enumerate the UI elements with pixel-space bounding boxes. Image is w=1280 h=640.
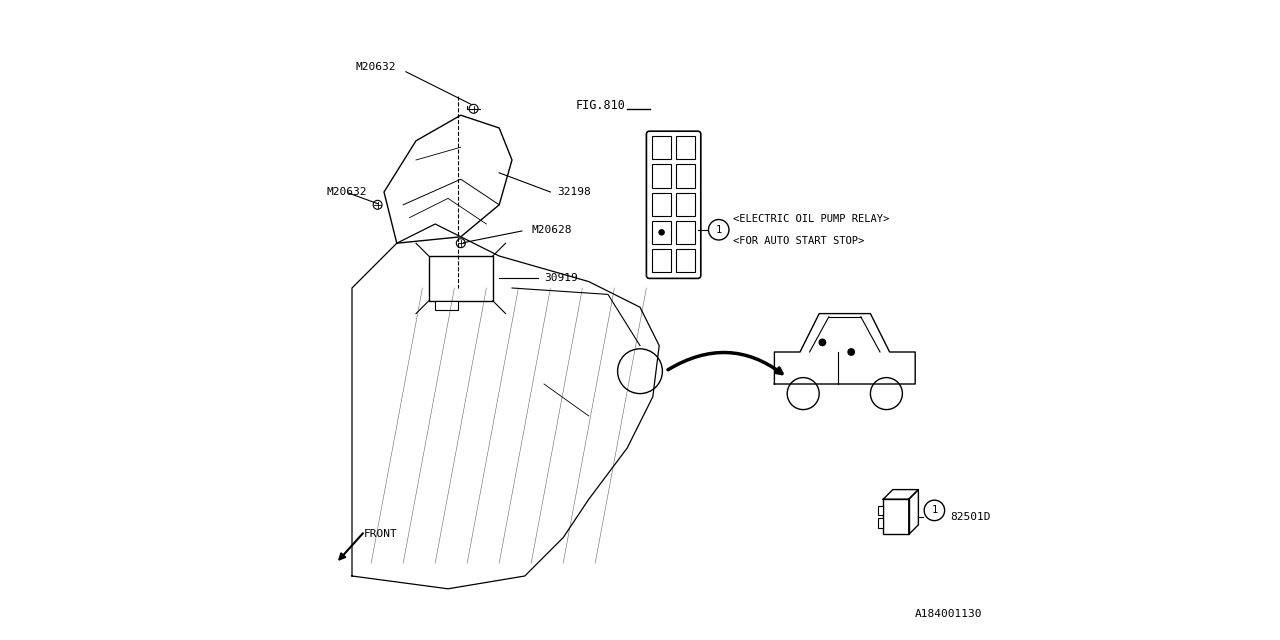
- Text: FRONT: FRONT: [364, 529, 397, 540]
- Text: <FOR AUTO START STOP>: <FOR AUTO START STOP>: [732, 236, 864, 246]
- Bar: [676, 221, 695, 244]
- Bar: [878, 506, 883, 515]
- Circle shape: [659, 230, 664, 235]
- Text: 1: 1: [716, 225, 722, 235]
- Text: M20632: M20632: [326, 187, 367, 197]
- Bar: [676, 193, 695, 216]
- Circle shape: [847, 349, 855, 355]
- Bar: [676, 136, 695, 159]
- Text: M20628: M20628: [531, 225, 572, 236]
- Bar: [883, 499, 909, 534]
- Text: A184001130: A184001130: [915, 609, 983, 620]
- Text: FIG.810: FIG.810: [576, 99, 626, 112]
- Bar: [653, 164, 671, 188]
- Bar: [653, 221, 671, 244]
- Text: 82501D: 82501D: [951, 512, 991, 522]
- Bar: [676, 249, 695, 272]
- Circle shape: [819, 339, 826, 346]
- Bar: [435, 301, 458, 310]
- Text: <ELECTRIC OIL PUMP RELAY>: <ELECTRIC OIL PUMP RELAY>: [732, 214, 890, 224]
- Bar: [878, 518, 883, 528]
- Text: 32198: 32198: [557, 187, 590, 197]
- Bar: [653, 193, 671, 216]
- Bar: [676, 164, 695, 188]
- Text: M20632: M20632: [356, 62, 396, 72]
- FancyBboxPatch shape: [646, 131, 701, 278]
- Bar: [429, 256, 493, 301]
- Text: 30919: 30919: [544, 273, 577, 284]
- Bar: [653, 249, 671, 272]
- Bar: [653, 136, 671, 159]
- Text: 1: 1: [932, 506, 937, 515]
